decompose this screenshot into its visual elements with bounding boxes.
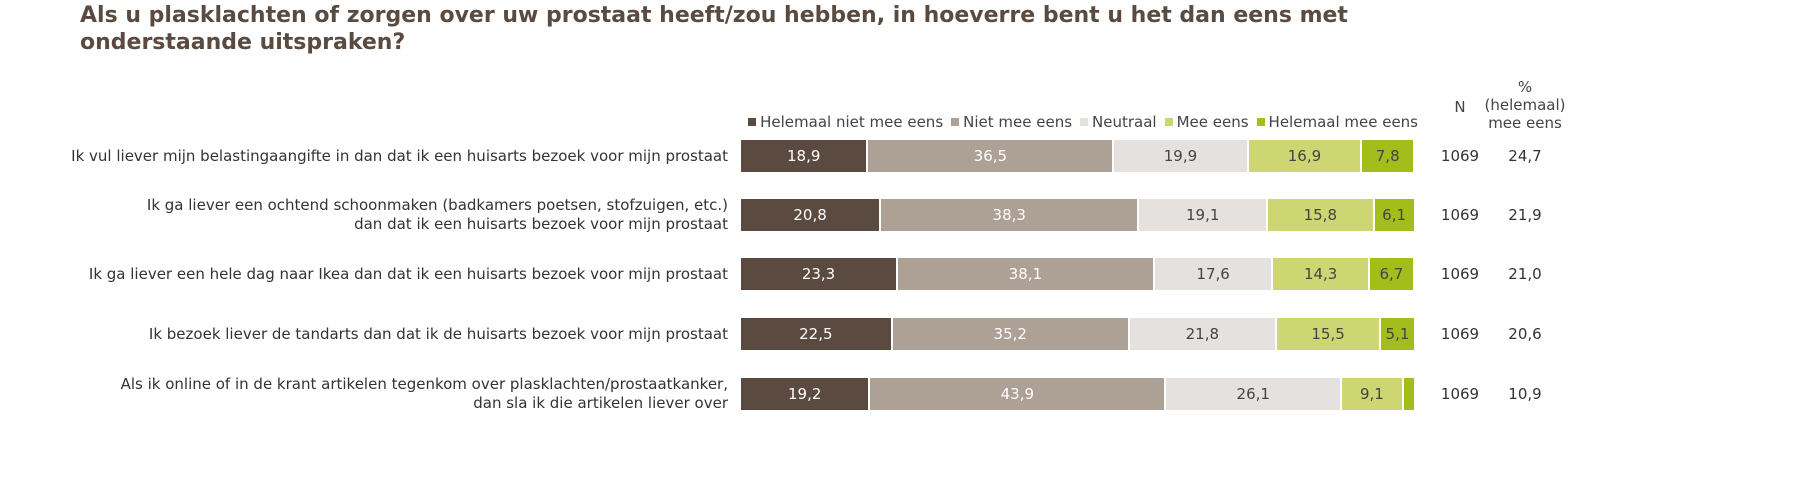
bar-segment: 35,2 (892, 318, 1130, 350)
bar-segment: 16,9 (1248, 140, 1363, 172)
category-label: Als ik online of in de krant artikelen t… (120, 375, 728, 412)
bar-segment: 20,8 (741, 199, 882, 231)
bar-segment: 5,1 (1381, 318, 1416, 350)
bar-segment: 26,1 (1166, 378, 1343, 410)
n-value: 1069 (1440, 265, 1480, 283)
bar-segment: 36,5 (868, 140, 1115, 172)
legend-item: Niet mee eens (951, 113, 1072, 131)
n-value: 1069 (1440, 206, 1480, 224)
data-label: 19,9 (1163, 147, 1198, 165)
legend-label: Mee eens (1176, 113, 1249, 131)
bar-segment: 19,2 (741, 378, 871, 410)
legend-label: Neutraal (1092, 113, 1157, 131)
bar-segment: 23,3 (741, 258, 899, 290)
legend-swatch (1256, 118, 1265, 126)
data-label: 36,5 (973, 147, 1008, 165)
bar-segment: 38,3 (881, 199, 1140, 231)
data-label: 15,8 (1303, 206, 1337, 224)
data-label: 17,6 (1196, 265, 1230, 283)
header-pct-agree: % (helemaal) mee eens (1484, 78, 1566, 132)
data-label: 16,9 (1287, 147, 1322, 165)
data-label: 14,3 (1303, 265, 1338, 283)
data-label: 43,9 (1000, 385, 1035, 403)
bar-segment: 21,8 (1129, 318, 1277, 350)
bar-segment: 7,8 (1362, 140, 1415, 172)
data-label: 18,9 (786, 147, 821, 165)
category-label: Ik vul liever mijn belastingaangifte in … (71, 146, 728, 165)
bar-segment: 19,1 (1139, 199, 1269, 231)
pct-agree-value: 20,6 (1508, 325, 1542, 343)
data-label: 19,1 (1185, 206, 1220, 224)
chart-title: Als u plasklachten of zorgen over uw pro… (80, 3, 1348, 55)
legend-label: Helemaal mee eens (1268, 113, 1418, 131)
bar-segment (1403, 378, 1416, 410)
data-label: 21,8 (1185, 325, 1220, 343)
category-label: Ik ga liever een ochtend schoonmaken (ba… (146, 196, 728, 233)
data-label: 22,5 (799, 325, 833, 343)
legend-label: Niet mee eens (963, 113, 1073, 131)
data-label: 6,7 (1379, 265, 1404, 283)
n-value: 1069 (1440, 325, 1480, 343)
pct-agree-value: 21,0 (1508, 265, 1542, 283)
pct-agree-value: 24,7 (1508, 147, 1542, 165)
legend-swatch (1164, 118, 1173, 126)
bar-segment: 38,1 (898, 258, 1155, 290)
legend-swatch (951, 118, 960, 126)
data-label: 7,8 (1375, 147, 1400, 165)
data-label: 15,5 (1311, 325, 1345, 343)
data-label: 35,2 (993, 325, 1027, 343)
legend-item: Helemaal niet mee eens (748, 113, 943, 131)
bar-segment: 19,9 (1114, 140, 1249, 172)
header-n: N (1454, 98, 1466, 116)
legend-item: Mee eens (1164, 113, 1249, 131)
legend-swatch (748, 118, 757, 126)
bar-segment: 43,9 (870, 378, 1167, 410)
legend-item: Helemaal mee eens (1256, 113, 1418, 131)
data-label: 9,1 (1359, 385, 1384, 403)
data-label: 5,1 (1385, 325, 1410, 343)
bar-segment: 6,7 (1369, 258, 1415, 290)
bar-segment: 18,9 (741, 140, 869, 172)
bar-segment: 15,8 (1268, 199, 1375, 231)
n-value: 1069 (1440, 147, 1480, 165)
legend: Helemaal niet mee eens Niet mee eens Neutr… (748, 113, 1418, 131)
legend-item: Neutraal (1080, 113, 1157, 131)
data-label: 23,3 (801, 265, 836, 283)
bar-segment: 22,5 (741, 318, 893, 350)
category-label: Ik ga liever een hele dag naar Ikea dan … (88, 264, 728, 283)
pct-agree-value: 21,9 (1508, 206, 1542, 224)
pct-agree-value: 10,9 (1508, 385, 1542, 403)
data-label: 20,8 (793, 206, 827, 224)
category-label: Ik bezoek liever de tandarts dan dat ik … (148, 324, 728, 343)
data-label: 6,1 (1382, 206, 1407, 224)
bar-segment: 17,6 (1154, 258, 1274, 290)
data-label: 38,3 (992, 206, 1026, 224)
data-label: 26,1 (1236, 385, 1270, 403)
legend-swatch (1080, 118, 1089, 126)
bar-segment: 14,3 (1273, 258, 1370, 290)
bar-segment: 15,5 (1276, 318, 1382, 350)
bar-segment: 6,1 (1374, 199, 1416, 231)
data-label: 19,2 (788, 385, 822, 403)
data-label: 38,1 (1008, 265, 1043, 283)
n-value: 1069 (1440, 385, 1480, 403)
legend-label: Helemaal niet mee eens (760, 113, 944, 131)
bar-segment: 9,1 (1342, 378, 1404, 410)
